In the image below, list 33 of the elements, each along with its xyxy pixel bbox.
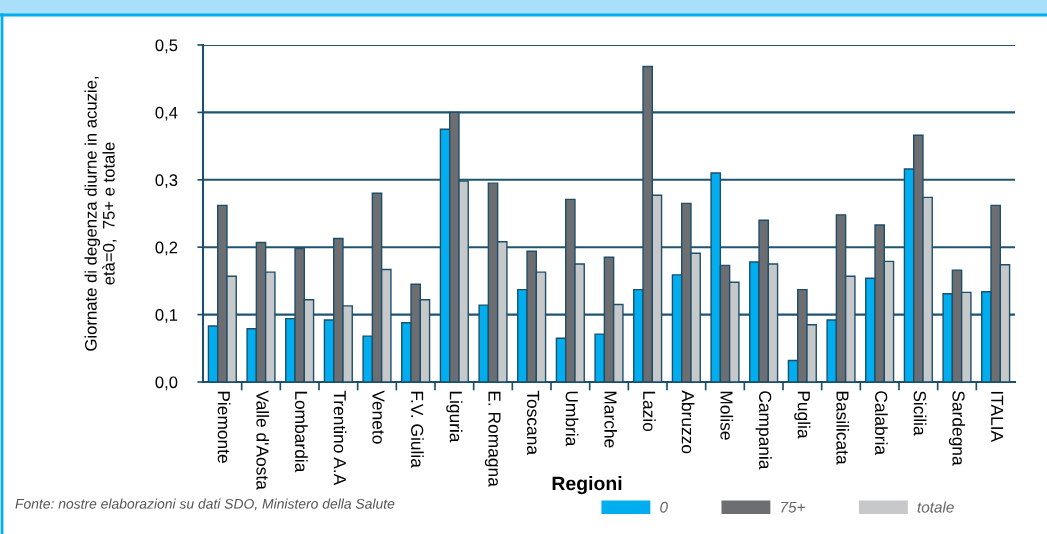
x-tick-label: Trentino A.A xyxy=(333,390,347,486)
y-tick-label: 0,5 xyxy=(155,39,178,54)
y-tick-label: 0,2 xyxy=(155,241,178,256)
x-tick-label: Lazio xyxy=(643,391,656,432)
y-tick-label: 0,1 xyxy=(155,309,178,323)
legend-label: totale xyxy=(917,501,954,513)
x-tick-label: E. Romagna xyxy=(484,391,501,487)
x-axis-title: Regioni xyxy=(552,476,622,495)
x-tick-label: Calabria xyxy=(875,391,888,455)
legend-label: 75+ xyxy=(781,501,805,513)
x-tick-label: Valle d'Aosta xyxy=(256,390,270,490)
x-tick-label: Molise xyxy=(720,391,734,440)
y-tick-label: 0,3 xyxy=(155,174,178,188)
x-tick-label: Abruzzo xyxy=(681,390,695,454)
x-tick-label: Umbria xyxy=(565,391,579,447)
x-tick-label: Marche xyxy=(604,391,618,448)
y-tick-label: 0,4 xyxy=(155,106,178,121)
y-axis-title: Giornate di degenza diurne in acuzie, età=0, 75+ e totale xyxy=(84,76,117,351)
x-tick-label: Lombardia xyxy=(295,391,308,473)
legend-label: 0 xyxy=(660,501,668,513)
x-tick-label: Piemonte xyxy=(217,391,231,463)
x-tick-label: Toscana xyxy=(527,390,540,455)
x-tick-label: Sicilia xyxy=(913,391,927,436)
x-tick-label: Sardegna xyxy=(948,391,966,466)
x-tick-label: Liguria xyxy=(446,391,463,443)
x-tick-label: Campania xyxy=(755,391,772,470)
x-tick-label: ITALIA xyxy=(991,391,1004,443)
x-tick-label: Basilicata xyxy=(836,391,850,465)
x-tick-label: Veneto xyxy=(372,390,385,444)
source-note: Fonte: nostre elaborazioni su dati SDO, Ministero della Salute xyxy=(15,498,395,511)
x-tick-label: Puglia xyxy=(794,391,811,439)
x-tick-label: F.V. Giulia xyxy=(411,391,424,468)
y-tick-label: 0,0 xyxy=(155,376,178,391)
